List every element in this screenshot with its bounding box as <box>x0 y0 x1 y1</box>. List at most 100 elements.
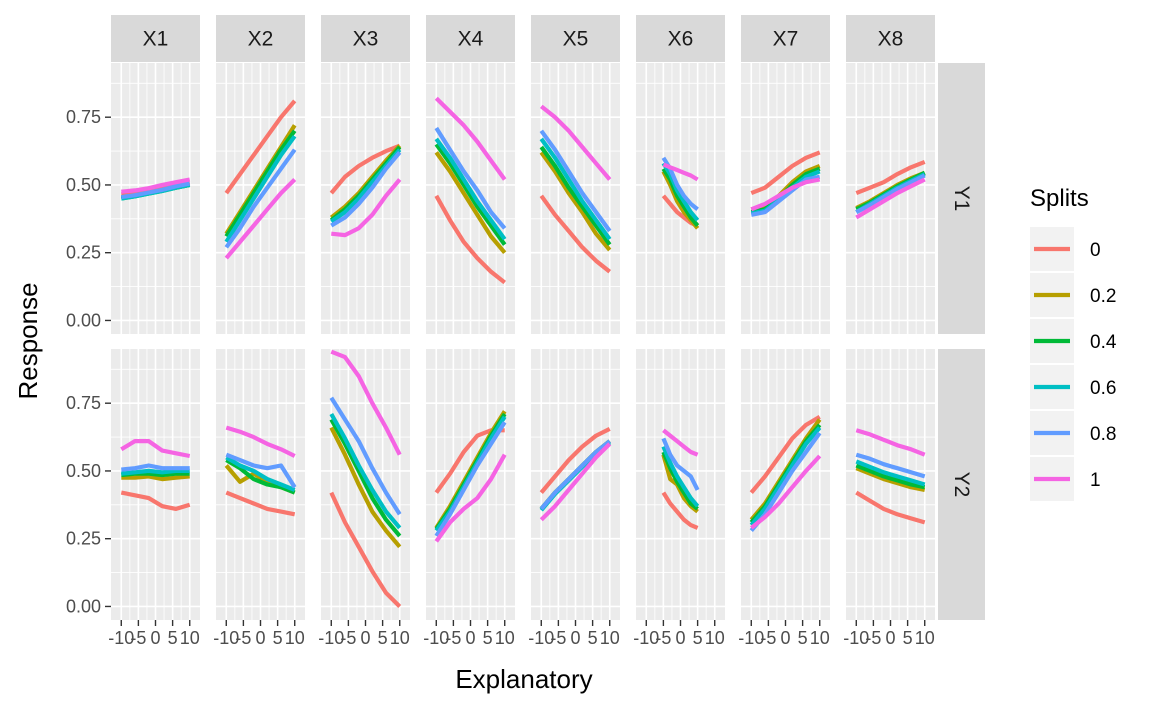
x-tick-label: 5 <box>168 628 178 648</box>
series-line-0-2 <box>121 474 190 482</box>
series-line-1 <box>434 453 507 543</box>
legend-title: Splits <box>1030 185 1089 212</box>
x-tick-label: -10 <box>423 628 449 648</box>
legend-label: 0.4 <box>1090 332 1117 353</box>
legend-item-0: 0 <box>1030 227 1101 271</box>
lines-x1-y1 <box>120 177 191 201</box>
strip-label-x7: X7 <box>773 28 799 51</box>
y-tick-label: 0.50 <box>66 175 101 195</box>
panel-x1-y1 <box>111 63 200 334</box>
x-tick-label: 10 <box>810 628 830 648</box>
series-line-1 <box>662 162 699 182</box>
strip-label-x6: X6 <box>668 28 694 51</box>
series-line-0-4 <box>539 145 612 246</box>
series-line-0-2 <box>855 466 926 492</box>
lines-x5-y1 <box>539 104 612 274</box>
series-line-0 <box>749 414 821 494</box>
series-line-0 <box>434 194 507 285</box>
panel-x8-y1 <box>846 63 935 334</box>
series-line-0-4 <box>224 129 297 238</box>
strip-label-y2: Y2 <box>950 472 973 498</box>
series-line-1 <box>662 428 699 457</box>
strip-label-x4: X4 <box>458 28 484 51</box>
series-line-1 <box>855 177 926 220</box>
x-tick-label: 0 <box>570 628 580 648</box>
strip-x2 <box>216 15 305 62</box>
x-tick-label: 5 <box>693 628 703 648</box>
series-line-0-6 <box>749 426 822 527</box>
series-line-0-8 <box>750 174 821 217</box>
series-line-0-6 <box>855 459 926 487</box>
strip-label-x1: X1 <box>143 28 169 51</box>
x-tick-label: 10 <box>600 628 620 648</box>
x-tick-label: 0 <box>360 628 370 648</box>
x-tick-label: -10 <box>528 628 554 648</box>
series-line-0 <box>539 194 612 274</box>
strip-y2 <box>938 349 985 620</box>
series-line-0-6 <box>329 412 402 530</box>
series-line-0-8 <box>539 129 612 233</box>
series-line-0-6 <box>661 445 700 508</box>
series-line-0-8 <box>121 463 190 472</box>
lines-x8-y2 <box>855 428 926 525</box>
series-line-1 <box>331 178 402 238</box>
x-tick-label: 5 <box>483 628 493 648</box>
series-line-0-4 <box>329 418 402 538</box>
series-line-0-2 <box>329 426 402 549</box>
series-line-0-8 <box>539 439 612 511</box>
panel-x4-y2 <box>426 349 515 620</box>
series-line-0-2 <box>434 151 507 255</box>
lines-x3-y2 <box>329 349 402 608</box>
strip-label-x5: X5 <box>563 28 589 51</box>
lines-x7-y2 <box>749 414 822 532</box>
series-line-0 <box>750 150 821 196</box>
series-line-0-8 <box>434 126 507 230</box>
legend-item-1: 1 <box>1030 457 1101 501</box>
series-line-0-4 <box>661 167 700 227</box>
y-tick-label: 0.50 <box>66 461 101 481</box>
x-axis-title: Explanatory <box>455 664 592 694</box>
strip-label-x2: X2 <box>248 28 274 51</box>
lines-x6-y2 <box>661 428 700 530</box>
series-line-0 <box>120 490 191 511</box>
series-line-1 <box>539 104 612 181</box>
strip-x6 <box>636 15 725 62</box>
y-tick-label: 0.25 <box>66 243 101 263</box>
x-tick-label: 5 <box>588 628 598 648</box>
x-tick-label: 5 <box>903 628 913 648</box>
series-line-0-8 <box>661 437 700 491</box>
series-line-0-8 <box>330 151 402 228</box>
x-tick-label: 10 <box>285 628 305 648</box>
lines-x2-y1 <box>224 99 297 260</box>
legend-label: 0.6 <box>1090 378 1116 399</box>
axes-group: 0.000.250.500.750.000.250.500.75-10-5 0 5 1… <box>66 107 935 648</box>
series-line-0 <box>224 99 297 195</box>
series-line-0 <box>329 143 401 195</box>
panel-x1-y2 <box>111 349 200 620</box>
legend-item-0-4: 0.4 <box>1030 319 1117 363</box>
series-line-0-6 <box>434 137 507 241</box>
series-line-0-8 <box>225 452 297 489</box>
x-tick-label: 0 <box>885 628 895 648</box>
y-tick-label: 0.25 <box>66 529 101 549</box>
x-tick-label: 0 <box>780 628 790 648</box>
series-line-0-4 <box>225 458 296 495</box>
strip-x8 <box>846 15 935 62</box>
x-tick-label: 10 <box>180 628 200 648</box>
x-tick-label: -5 <box>445 628 461 648</box>
x-tick-label: 0 <box>150 628 160 648</box>
strip-y1 <box>938 63 985 334</box>
series-line-0-8 <box>855 452 926 479</box>
series-line-0-6 <box>539 137 612 241</box>
x-tick-label: 5 <box>798 628 808 648</box>
strip-label-y1: Y1 <box>950 186 973 212</box>
x-tick-label: -5 <box>550 628 566 648</box>
x-tick-label: 10 <box>705 628 725 648</box>
strip-x7 <box>741 15 830 62</box>
panel-x3-y1 <box>321 63 410 334</box>
y-axis-title: Response <box>13 282 43 399</box>
x-tick-label: -10 <box>108 628 134 648</box>
series-line-1 <box>539 442 612 522</box>
strip-x3 <box>321 15 410 62</box>
series-line-0-4 <box>661 451 699 511</box>
